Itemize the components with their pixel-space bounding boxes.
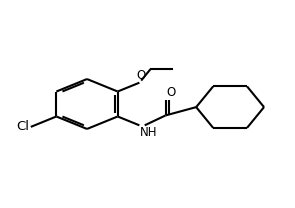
Text: O: O [167,86,176,99]
Text: O: O [136,69,145,82]
Text: Cl: Cl [16,120,29,133]
Text: NH: NH [140,126,157,139]
